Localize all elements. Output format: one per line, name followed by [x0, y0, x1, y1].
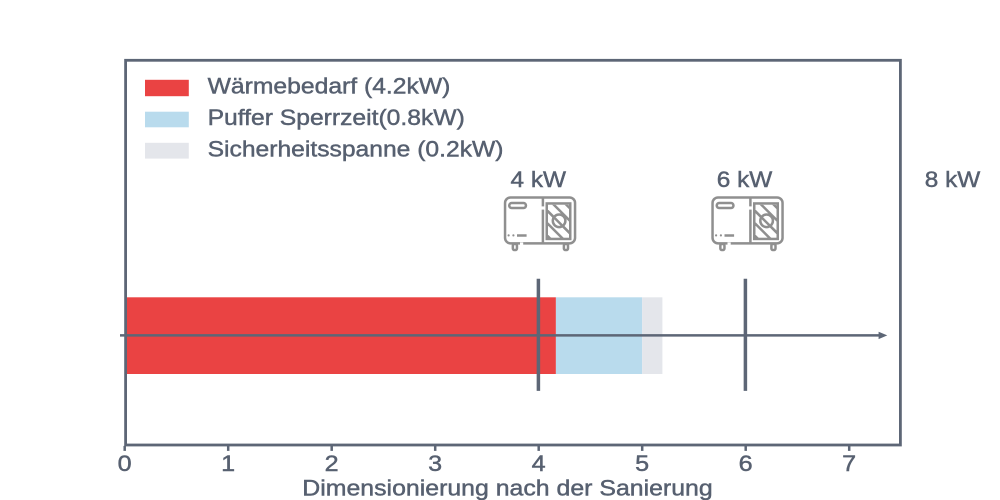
svg-text:8 kW: 8 kW: [925, 167, 981, 192]
svg-text:5: 5: [635, 451, 649, 476]
svg-text:6: 6: [739, 451, 753, 476]
svg-text:Sicherheitsspanne (0.2kW): Sicherheitsspanne (0.2kW): [208, 137, 504, 162]
svg-text:1: 1: [221, 451, 235, 476]
svg-text:3: 3: [428, 451, 442, 476]
svg-text:6 kW: 6 kW: [717, 167, 773, 192]
svg-text:7: 7: [842, 451, 856, 476]
svg-text:Puffer Sperrzeit(0.8kW): Puffer Sperrzeit(0.8kW): [208, 105, 465, 130]
svg-text:Wärmebedarf (4.2kW): Wärmebedarf (4.2kW): [208, 74, 451, 99]
svg-text:4 kW: 4 kW: [511, 167, 567, 192]
svg-text:4: 4: [532, 451, 546, 476]
svg-text:Dimensionierung nach der Sanie: Dimensionierung nach der Sanierung: [302, 476, 712, 500]
svg-text:0: 0: [118, 451, 132, 476]
svg-text:2: 2: [325, 451, 339, 476]
